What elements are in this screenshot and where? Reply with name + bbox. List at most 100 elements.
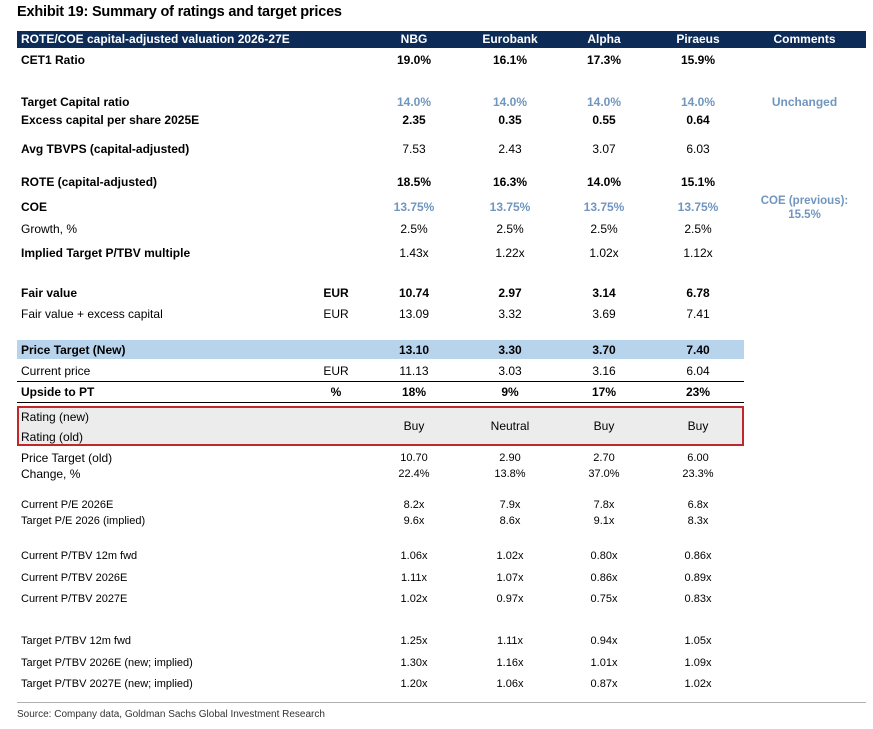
row-label: Target P/TBV 2027E (new; implied) <box>21 678 193 690</box>
value-cell: 1.06x <box>496 678 524 690</box>
value-cell: 1.11x <box>496 635 524 647</box>
header-bank-eurobank: Eurobank <box>482 32 538 46</box>
value-cell: 0.86x <box>684 550 712 562</box>
value-cell: 2.5% <box>400 222 428 236</box>
header-bank-nbg: NBG <box>400 32 428 46</box>
value-cell: 1.20x <box>400 678 428 690</box>
header-label: ROTE/COE capital-adjusted valuation 2026… <box>21 32 290 46</box>
value-cell: 1.11x <box>400 572 428 584</box>
value-cell: 16.1% <box>492 53 528 67</box>
unit-cell: EUR <box>323 307 349 321</box>
row-label: Target P/E 2026 (implied) <box>21 515 146 527</box>
value-cell: 3.32 <box>498 307 522 321</box>
header-comments: Comments <box>773 32 836 46</box>
value-cell: 18% <box>401 385 427 399</box>
value-cell: 1.25x <box>400 635 428 647</box>
value-cell: 15.1% <box>680 175 716 189</box>
value-cell: 0.75x <box>590 593 618 605</box>
row-label: Current P/E 2026E <box>21 499 114 511</box>
row-pe-current: Current P/E 2026E 8.2x 7.9x 7.8x 6.8x <box>17 496 866 514</box>
row-label: Current P/TBV 12m fwd <box>21 550 138 562</box>
row-avg-tbvps: Avg TBVPS (capital-adjusted) 7.53 2.43 3… <box>17 140 866 158</box>
value-cell: 2.43 <box>498 142 522 156</box>
divider <box>17 402 744 403</box>
row-coe: COE 13.75% 13.75% 13.75% 13.75% <box>17 198 866 216</box>
value-cell: 0.35 <box>498 113 522 127</box>
value-cell: 9.6x <box>403 515 425 527</box>
value-cell: 7.53 <box>402 142 426 156</box>
value-cell: 7.40 <box>686 343 710 357</box>
unit-cell: % <box>330 385 342 399</box>
value-cell: 0.86x <box>590 572 618 584</box>
comment-cell: Unchanged <box>771 95 838 109</box>
value-cell: 1.16x <box>496 657 524 669</box>
value-cell: 0.83x <box>684 593 712 605</box>
row-rating-values: Buy Neutral Buy Buy <box>17 417 866 435</box>
value-cell: 17% <box>591 385 617 399</box>
row-cet1: CET1 Ratio 19.0% 16.1% 17.3% 15.9% <box>17 51 866 69</box>
row-rote: ROTE (capital-adjusted) 18.5% 16.3% 14.0… <box>17 173 866 191</box>
row-label: Target P/TBV 12m fwd <box>21 635 132 647</box>
value-cell: 6.04 <box>686 364 710 378</box>
row-label: Current price <box>21 364 91 378</box>
value-cell: 13.75% <box>393 200 435 214</box>
row-ptbv-target-2026: Target P/TBV 2026E (new; implied) 1.30x … <box>17 654 866 672</box>
value-cell: 6.00 <box>687 452 709 464</box>
row-current-price: Current price EUR 11.13 3.03 3.16 6.04 <box>17 362 866 380</box>
value-cell: 6.78 <box>686 286 710 300</box>
row-label: Fair value + excess capital <box>21 307 163 321</box>
value-cell: 0.97x <box>496 593 524 605</box>
row-label: Target P/TBV 2026E (new; implied) <box>21 657 193 669</box>
rating-cell: Neutral <box>490 419 530 433</box>
value-cell: 0.87x <box>590 678 618 690</box>
row-rating-new: Rating (new) <box>17 408 866 426</box>
unit-cell: EUR <box>323 364 349 378</box>
value-cell: 13.75% <box>677 200 719 214</box>
value-cell: 1.02x <box>684 678 712 690</box>
row-ptbv-target-2027: Target P/TBV 2027E (new; implied) 1.20x … <box>17 675 866 693</box>
row-ptbv-current-12m: Current P/TBV 12m fwd 1.06x 1.02x 0.80x … <box>17 547 866 565</box>
value-cell: 2.70 <box>593 452 615 464</box>
value-cell: 2.5% <box>590 222 618 236</box>
row-fair-value: Fair value EUR 10.74 2.97 3.14 6.78 <box>17 284 866 302</box>
value-cell: 15.9% <box>680 53 716 67</box>
value-cell: 18.5% <box>396 175 432 189</box>
value-cell: 1.05x <box>684 635 712 647</box>
value-cell: 16.3% <box>492 175 528 189</box>
value-cell: 6.03 <box>686 142 710 156</box>
row-label: Rating (old) <box>21 430 84 444</box>
value-cell: 8.6x <box>499 515 521 527</box>
row-label: Price Target (New) <box>21 343 126 357</box>
value-cell: 9.1x <box>593 515 615 527</box>
row-label: Avg TBVPS (capital-adjusted) <box>21 142 190 156</box>
row-label: Fair value <box>21 286 78 300</box>
value-cell: 3.14 <box>592 286 616 300</box>
value-cell: 10.74 <box>398 286 430 300</box>
value-cell: 14.0% <box>396 95 432 109</box>
exhibit-title: Exhibit 19: Summary of ratings and targe… <box>17 4 342 20</box>
value-cell: 23.3% <box>682 468 714 480</box>
value-cell: 1.02x <box>400 593 428 605</box>
row-fair-value-excess: Fair value + excess capital EUR 13.09 3.… <box>17 305 866 323</box>
value-cell: 13.10 <box>398 343 430 357</box>
value-cell: 0.64 <box>686 113 710 127</box>
value-cell: 14.0% <box>586 95 622 109</box>
value-cell: 2.5% <box>496 222 524 236</box>
value-cell: 19.0% <box>396 53 432 67</box>
value-cell: 17.3% <box>586 53 622 67</box>
value-cell: 1.09x <box>684 657 712 669</box>
row-pe-target: Target P/E 2026 (implied) 9.6x 8.6x 9.1x… <box>17 512 866 530</box>
row-label: Target Capital ratio <box>21 95 130 109</box>
row-growth: Growth, % 2.5% 2.5% 2.5% 2.5% <box>17 220 866 238</box>
rating-cell: Buy <box>403 419 425 433</box>
value-cell: 3.70 <box>592 343 616 357</box>
value-cell: 1.22x <box>495 246 525 260</box>
value-cell: 1.30x <box>400 657 428 669</box>
rating-cell: Buy <box>593 419 615 433</box>
value-cell: 1.07x <box>496 572 524 584</box>
value-cell: 2.90 <box>499 452 521 464</box>
row-ptbv-current-2027: Current P/TBV 2027E 1.02x 0.97x 0.75x 0.… <box>17 590 866 608</box>
unit-cell: EUR <box>323 286 349 300</box>
value-cell: 22.4% <box>398 468 430 480</box>
divider <box>17 381 744 382</box>
